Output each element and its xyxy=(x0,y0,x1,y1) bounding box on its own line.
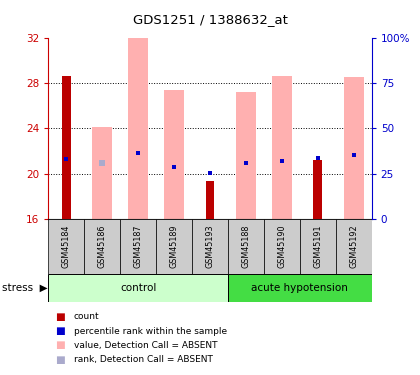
Bar xyxy=(62,76,71,219)
Bar xyxy=(336,219,372,274)
Bar xyxy=(344,77,364,219)
Text: GSM45190: GSM45190 xyxy=(277,225,286,268)
Text: ■: ■ xyxy=(55,312,64,322)
Bar xyxy=(156,219,192,274)
Text: ■: ■ xyxy=(55,340,64,350)
Text: GSM45192: GSM45192 xyxy=(349,225,358,268)
Bar xyxy=(264,219,300,274)
Bar xyxy=(48,219,84,274)
Bar xyxy=(164,90,184,219)
Text: GSM45189: GSM45189 xyxy=(170,225,178,268)
Bar xyxy=(128,38,148,219)
Text: ■: ■ xyxy=(55,355,64,364)
Bar xyxy=(228,274,372,302)
Text: acute hypotension: acute hypotension xyxy=(252,283,348,293)
Text: GSM45191: GSM45191 xyxy=(313,225,322,268)
Text: GSM45184: GSM45184 xyxy=(62,225,71,268)
Text: rank, Detection Call = ABSENT: rank, Detection Call = ABSENT xyxy=(74,355,213,364)
Bar xyxy=(48,274,228,302)
Text: GDS1251 / 1388632_at: GDS1251 / 1388632_at xyxy=(133,13,287,26)
Bar xyxy=(120,219,156,274)
Text: GSM45188: GSM45188 xyxy=(241,225,250,268)
Bar xyxy=(92,127,112,219)
Text: GSM45187: GSM45187 xyxy=(134,225,143,268)
Text: stress  ▶: stress ▶ xyxy=(2,283,48,293)
Bar xyxy=(228,219,264,274)
Bar xyxy=(84,219,120,274)
Text: control: control xyxy=(120,283,156,293)
Text: value, Detection Call = ABSENT: value, Detection Call = ABSENT xyxy=(74,341,217,350)
Text: count: count xyxy=(74,312,99,321)
Bar xyxy=(300,219,336,274)
Text: GSM45193: GSM45193 xyxy=(205,225,215,268)
Bar xyxy=(272,76,292,219)
Text: ■: ■ xyxy=(55,326,64,336)
Bar xyxy=(192,219,228,274)
Bar xyxy=(313,160,322,219)
Bar xyxy=(236,92,256,219)
Text: percentile rank within the sample: percentile rank within the sample xyxy=(74,327,227,336)
Bar xyxy=(205,181,215,219)
Text: GSM45186: GSM45186 xyxy=(98,225,107,268)
